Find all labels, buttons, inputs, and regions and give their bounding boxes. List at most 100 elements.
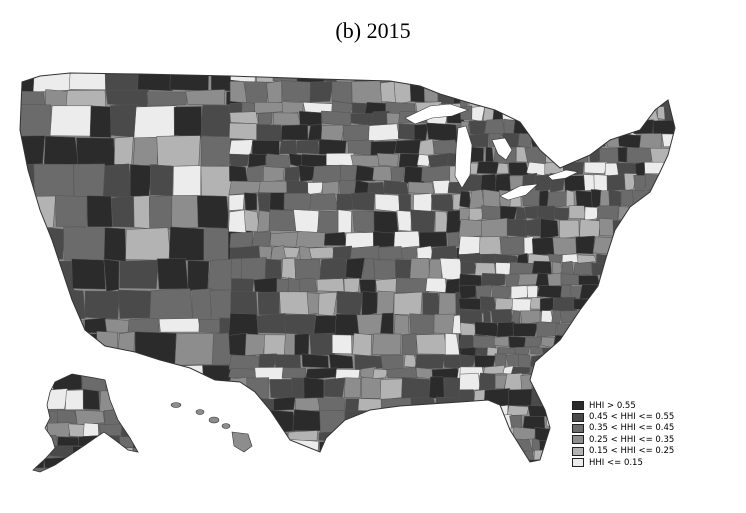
map-region-cell — [393, 230, 421, 249]
map-region-cell — [540, 218, 559, 240]
map-region-cell — [342, 124, 371, 143]
map-region-cell — [65, 89, 106, 108]
map-region-cell — [578, 275, 600, 286]
map-region-cell — [630, 335, 650, 349]
map-region-cell — [524, 146, 547, 164]
map-region-cell — [666, 345, 675, 357]
map-region-cell — [346, 439, 372, 459]
legend-item: HHI <= 0.15 — [572, 457, 674, 468]
map-region-cell — [294, 259, 321, 281]
map-region-cell — [673, 118, 675, 136]
map-region-cell — [481, 217, 508, 238]
map-region-cell — [295, 231, 327, 248]
map-region-cell — [552, 449, 572, 462]
map-region-cell — [67, 456, 91, 470]
map-region-cell — [632, 97, 658, 108]
map-region-cell — [231, 278, 255, 294]
map-region-cell — [566, 345, 591, 356]
map-region-cell — [421, 73, 445, 83]
map-region-cell — [682, 174, 694, 192]
map-region-cell — [510, 310, 521, 324]
map-region-cell — [258, 180, 289, 194]
map-region-cell — [620, 311, 640, 324]
map-region-cell — [598, 365, 615, 376]
map-region-cell — [312, 164, 342, 183]
map-region-cell — [674, 438, 675, 452]
map-region-cell — [555, 346, 566, 357]
map-region-cell — [652, 254, 672, 264]
map-region-cell — [651, 284, 666, 300]
map-region-cell — [672, 73, 675, 76]
map-region-cell — [272, 112, 302, 126]
map-region-cell — [532, 478, 546, 494]
map-region-cell — [125, 227, 171, 261]
map-region-cell — [559, 219, 580, 240]
map-region-cell — [118, 289, 153, 319]
map-region-cell — [146, 91, 188, 107]
map-region-cell — [43, 135, 79, 166]
map-region-cell — [299, 110, 322, 127]
map-region-cell — [339, 179, 357, 195]
map-region-cell — [447, 232, 461, 247]
map-region-cell — [599, 190, 610, 209]
map-region-cell — [428, 376, 445, 399]
map-region-cell — [649, 261, 674, 275]
map-region-cell — [283, 246, 301, 258]
great-lakes — [404, 103, 579, 201]
legend-label: 0.15 < HHI <= 0.25 — [589, 446, 675, 457]
map-region-cell — [142, 457, 165, 471]
map-region-cell — [148, 195, 175, 230]
map-region-cell — [317, 210, 340, 234]
map-region-cell — [430, 245, 458, 260]
alaska-region — [33, 374, 165, 472]
map-region-cell — [228, 313, 259, 337]
map-region-cell — [509, 262, 535, 275]
map-region-cell — [318, 139, 347, 156]
map-region-cell — [484, 96, 497, 109]
map-region-cell — [229, 111, 259, 125]
map-region-cell — [631, 321, 655, 338]
map-region-cell — [534, 427, 555, 442]
map-region-cell — [262, 455, 277, 462]
map-region-cell — [595, 120, 612, 136]
map-region-cell — [607, 469, 626, 480]
map-region-cell — [587, 469, 607, 479]
map-region-cell — [49, 445, 76, 459]
map-region-cell — [343, 278, 360, 294]
map-region-cell — [493, 253, 520, 264]
legend-label: HHI <= 0.15 — [589, 457, 643, 468]
map-region-cell — [594, 479, 606, 492]
map-region-cell — [394, 314, 410, 336]
map-region-cell — [287, 430, 318, 441]
map-region-cell — [475, 438, 501, 451]
map-region-cell — [587, 373, 610, 391]
map-region-cell — [33, 422, 49, 437]
map-region-cell — [203, 228, 230, 262]
map-region-cell — [661, 310, 675, 323]
map-region-cell — [470, 414, 496, 430]
map-region-cell — [479, 236, 502, 256]
map-region-cell — [482, 189, 502, 209]
map-region-cell — [397, 123, 416, 141]
map-region-cell — [129, 456, 138, 469]
map-region-cell — [366, 475, 394, 496]
map-region-cell — [269, 379, 295, 399]
map-region-cell — [336, 291, 364, 317]
map-region-cell — [432, 180, 450, 195]
map-region-cell — [523, 336, 543, 349]
map-region-cell — [336, 193, 354, 211]
map-region-cell — [683, 261, 695, 275]
hawaii-region — [170, 402, 253, 453]
map-region-cell — [496, 321, 516, 338]
map-region-cell — [405, 73, 423, 84]
map-region-cell — [90, 467, 104, 472]
map-region-cell — [553, 334, 577, 349]
map-region-cell — [474, 354, 496, 369]
map-region-cell — [551, 310, 562, 325]
map-region-cell — [474, 85, 495, 99]
map-region-cell — [683, 146, 696, 163]
map-region-cell — [459, 373, 481, 392]
map-region-cell — [647, 373, 670, 390]
map-region-cell — [396, 210, 412, 232]
map-region-cell — [625, 469, 645, 480]
